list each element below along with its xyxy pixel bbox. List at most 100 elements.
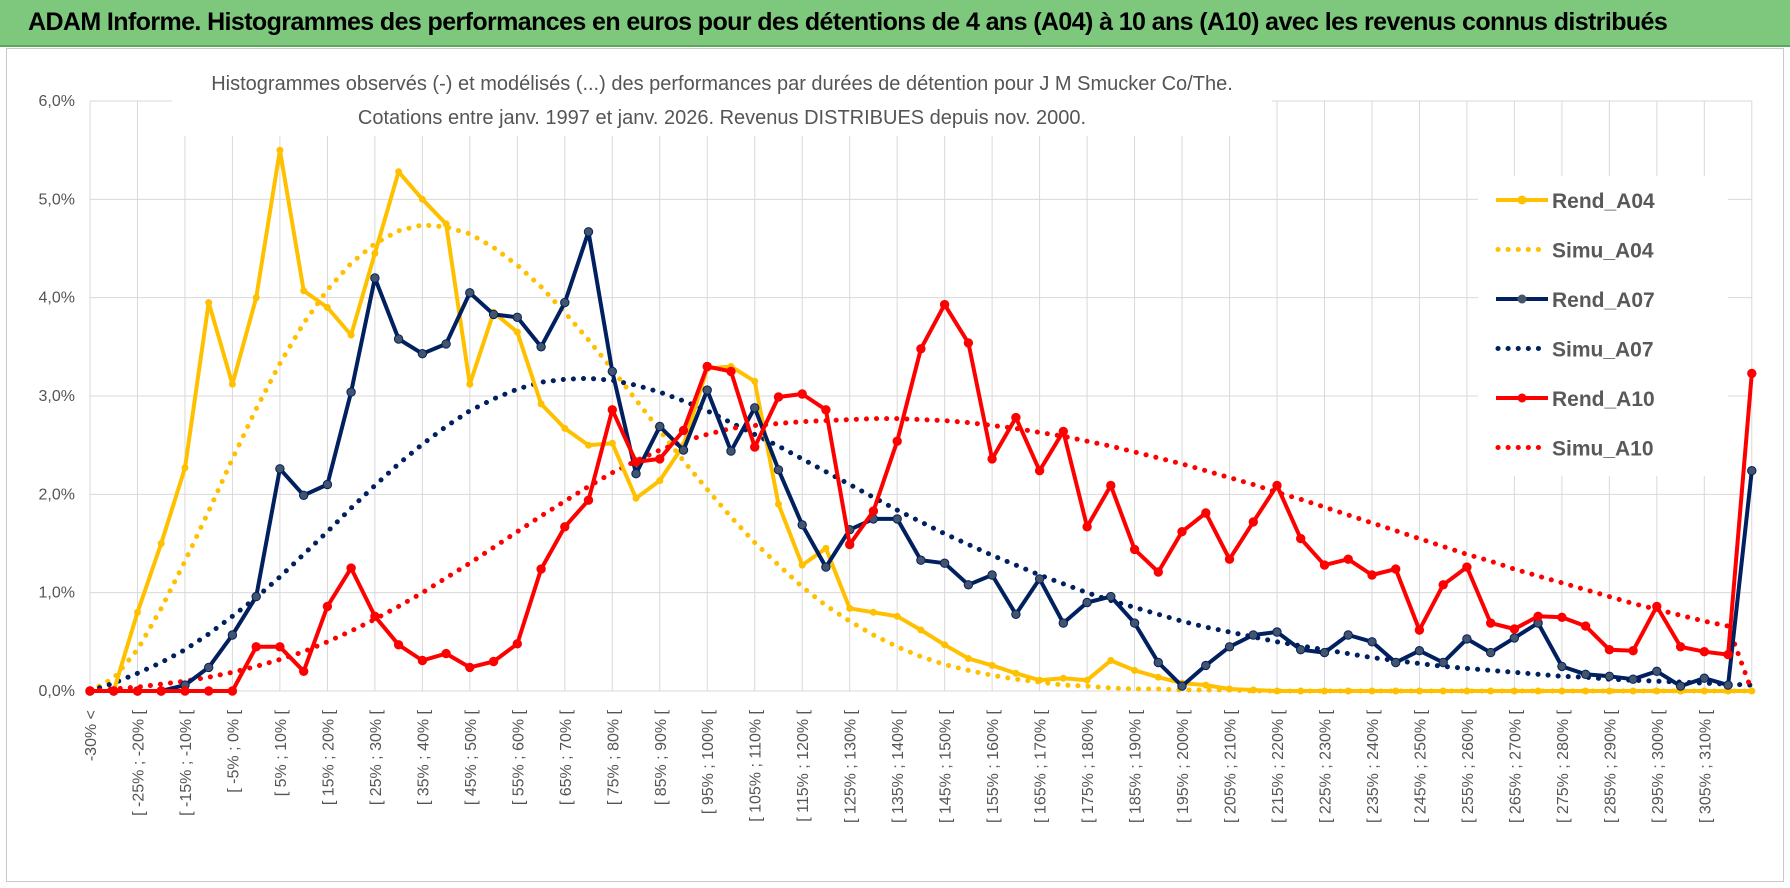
data-point [1675,681,1686,691]
x-tick-label: [ 195% ; 200% [ [1175,709,1192,823]
data-point [1748,687,1756,695]
data-point [1106,480,1116,491]
data-point [1368,687,1376,695]
data-point [631,457,641,467]
data-point [1036,676,1044,684]
data-point [561,424,569,432]
x-tick-label: [ 35% ; 40% [ [415,709,432,805]
y-tick-label: 4,0% [39,290,75,307]
x-tick-label: [ 15% ; 20% [ [320,709,337,805]
data-point [1628,674,1638,684]
data-point [1272,480,1282,491]
x-tick-label: [ 25% ; 30% [ [368,709,385,805]
x-tick-label: [ 85% ; 90% [ [653,709,670,805]
data-point [1153,567,1164,577]
data-point [963,338,974,348]
data-point [1343,630,1353,640]
legend-label: Rend_A04 [1552,190,1655,213]
data-point [1272,627,1282,637]
data-point [1343,554,1353,564]
x-tick-label: [ 5% ; 10% [ [273,709,290,796]
x-tick-label: [ -25% ; -20% [ [130,709,147,815]
data-point [798,561,806,569]
data-point [988,661,996,669]
data-point [1463,687,1471,695]
data-point [1224,554,1235,564]
data-point [442,220,450,228]
x-tick-label: [ 275% ; 280% [ [1555,709,1572,823]
chart-subtitle-line2: Cotations entre janv. 1997 et janv. 2026… [358,107,1086,129]
data-point [466,380,474,388]
data-point [346,563,356,573]
x-tick-label: [ 285% ; 290% [ [1602,709,1619,823]
data-point [1723,649,1733,660]
data-point [1582,687,1590,695]
data-point [132,686,143,696]
data-point [1580,669,1591,679]
data-point [1224,642,1235,652]
data-point [702,361,712,372]
data-point [702,385,712,395]
series-simu-a07 [87,375,1755,694]
data-point [608,439,616,447]
data-point [299,490,309,500]
data-point [370,273,380,283]
data-point [941,641,949,649]
data-point [441,339,451,349]
data-point [1319,560,1330,570]
x-tick-label: [ 255% ; 260% [ [1460,709,1477,823]
data-point [1319,647,1330,658]
data-point [1605,687,1613,695]
data-point [1177,681,1187,691]
data-point [227,686,238,696]
data-point [251,642,261,652]
data-point [275,464,285,474]
data-point [536,342,546,352]
legend-item-rend-a10: Rend_A10 [1496,388,1655,411]
data-point [1059,674,1067,682]
data-point [1202,681,1210,689]
data-point [821,405,831,415]
data-point [1011,609,1021,619]
y-tick-label: 0,0% [39,683,75,700]
data-point [1154,673,1162,681]
series-simu-a04 [87,222,1755,694]
x-tick-label: [ 265% ; 270% [ [1507,709,1524,823]
data-point [1012,669,1020,677]
data-point [393,334,404,344]
data-point [465,662,475,673]
data-point [917,626,925,634]
data-point [1248,630,1259,640]
data-point [1629,687,1637,695]
data-point [299,666,309,676]
legend: Rend_A04 Simu_A04 Rend_A07 Simu_A07 Rend_A10… [1478,176,1728,476]
data-point [1153,657,1164,668]
data-point [134,608,141,616]
data-point [987,454,997,464]
data-point [1462,634,1472,644]
data-point [417,349,428,359]
data-point [585,441,592,449]
data-point [1534,687,1542,695]
data-point [751,377,759,385]
data-point [1604,671,1615,681]
y-tick-label: 2,0% [39,486,75,503]
data-point [1058,426,1069,437]
y-tick-label: 5,0% [39,191,75,208]
data-point [1344,687,1352,695]
data-point [1462,562,1472,572]
series-rend-a10 [85,299,1757,696]
data-point [1011,412,1021,423]
data-point [1509,633,1520,643]
data-point [488,656,499,667]
data-point [1700,687,1708,695]
legend-item-simu-a07: Simu_A07 [1495,339,1654,362]
data-point [323,304,331,311]
chart-frame [6,48,1784,882]
data-point [181,464,189,472]
x-tick-label: [ 235% ; 240% [ [1365,709,1382,823]
data-point [1249,686,1257,694]
data-point [656,477,664,485]
data-point [1226,685,1233,693]
data-point [1129,618,1140,628]
